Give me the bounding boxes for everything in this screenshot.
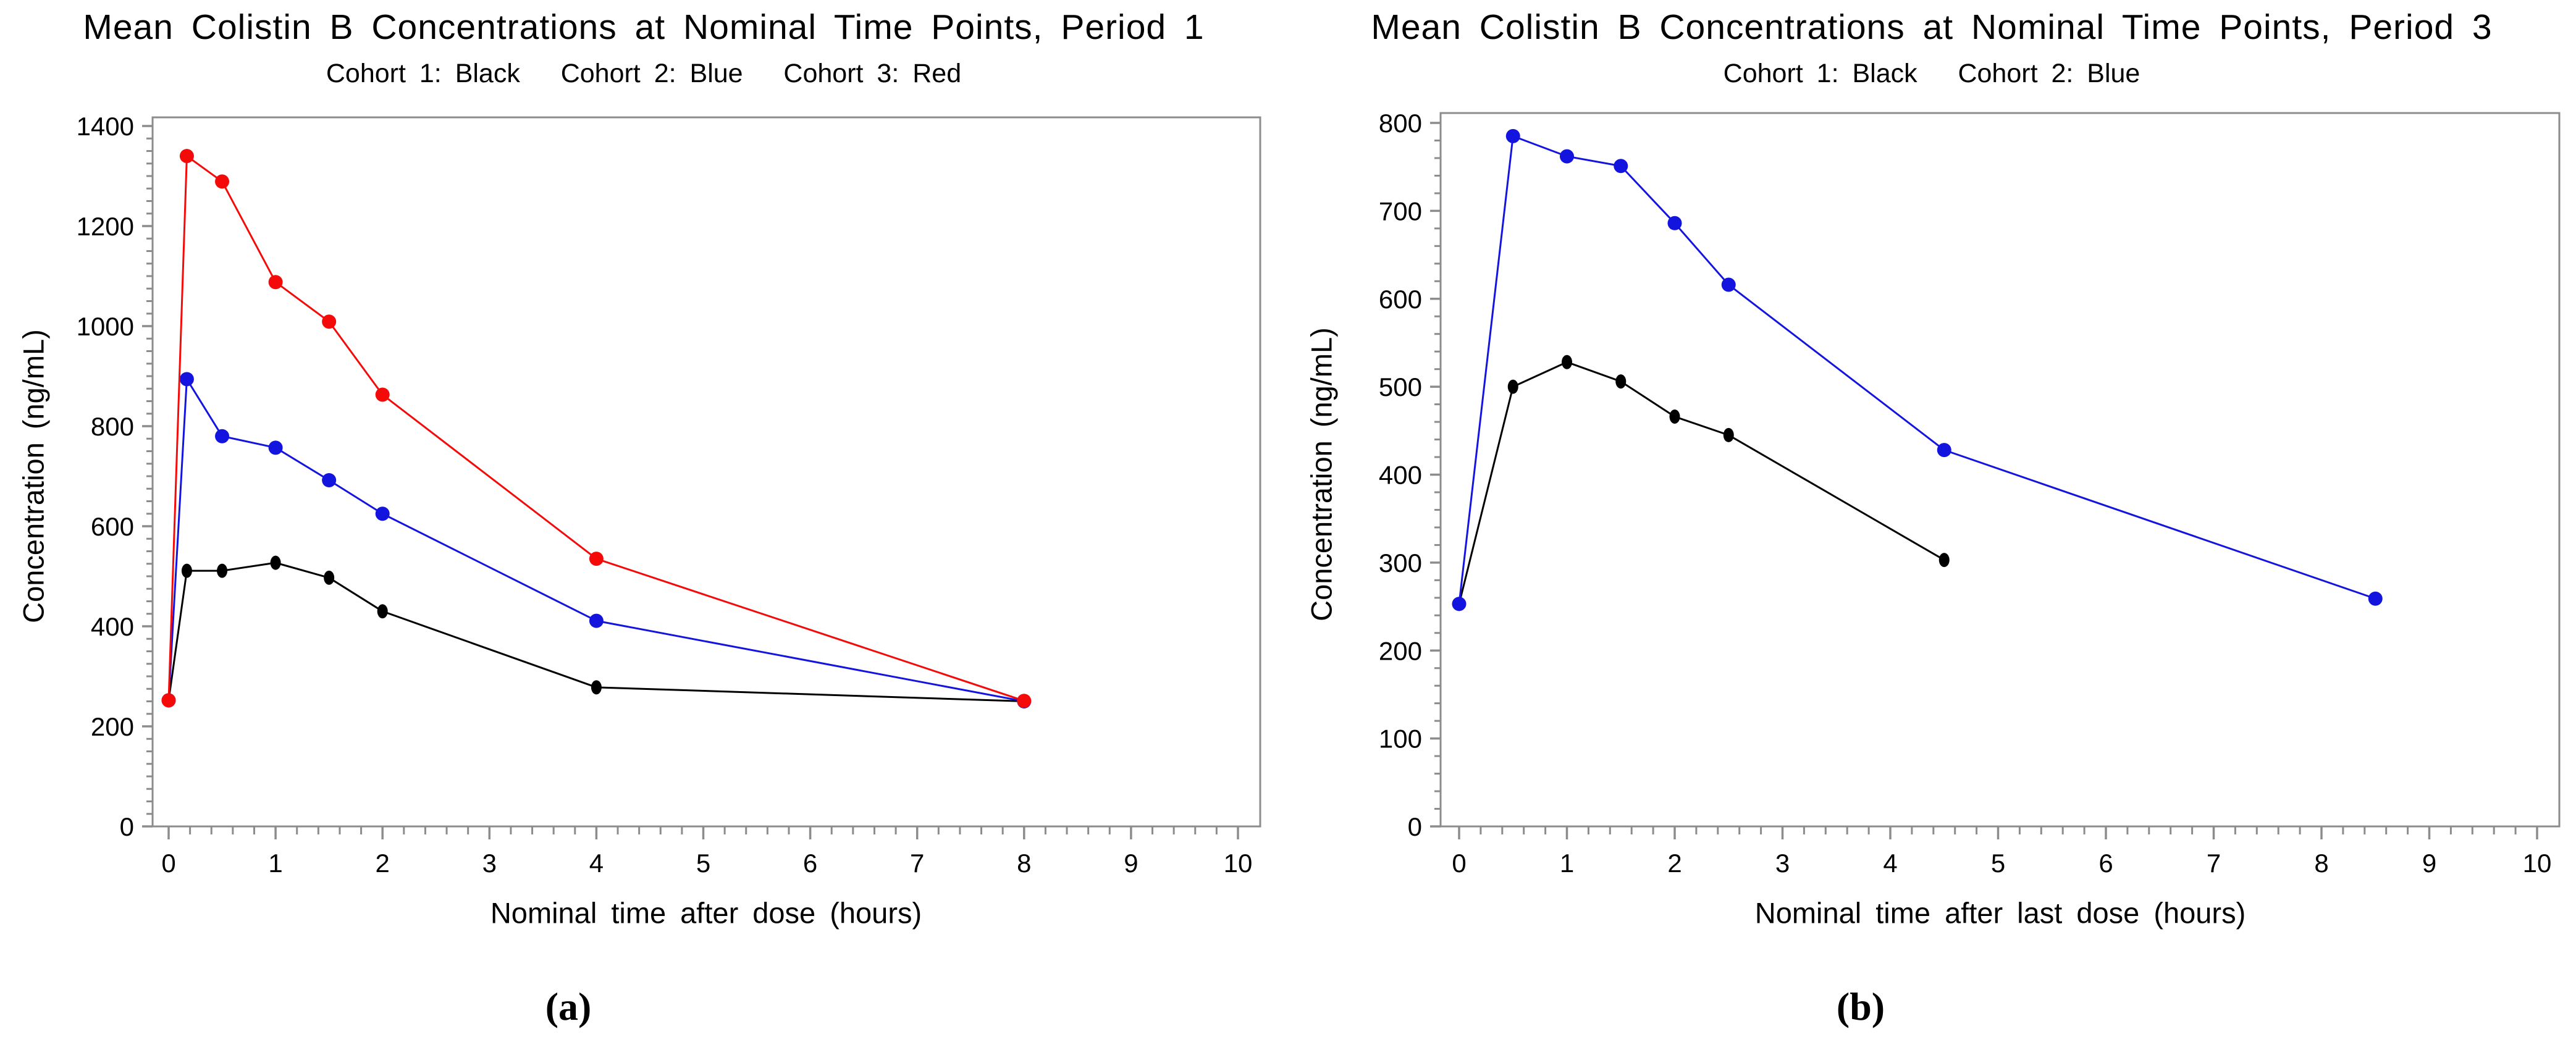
series-line-cohort-2 <box>1458 135 2376 605</box>
data-point-cohort-2 <box>2368 591 2383 606</box>
data-point-cohort-3 <box>179 149 194 164</box>
panel-b-y-axis-label: Concentration (ng/mL) <box>1305 327 1338 621</box>
x-tick-label: 8 <box>1017 849 1031 878</box>
data-point-cohort-1 <box>1723 427 1734 442</box>
x-tick-label: 9 <box>2422 849 2436 878</box>
panel-b-x-axis-label: Nominal time after last dose (hours) <box>1754 896 2246 930</box>
panel-b-subtitle: Cohort 1: Black Cohort 2: Blue <box>1723 59 2140 88</box>
x-tick-label: 5 <box>696 849 710 878</box>
panel-b-caption: (b) <box>1836 985 1885 1028</box>
series-line-cohort-1 <box>1458 361 1945 605</box>
y-tick-label: 400 <box>1379 461 1422 490</box>
y-tick-label: 600 <box>91 512 134 541</box>
panel-a-y-axis-label: Concentration (ng/mL) <box>17 329 50 623</box>
panel-a-title: Mean Colistin B Concentrations at Nomina… <box>83 7 1205 47</box>
x-tick-label: 2 <box>1667 849 1682 878</box>
panel-a-subtitle: Cohort 1: Black Cohort 2: Blue Cohort 3:… <box>326 59 962 88</box>
data-point-cohort-1 <box>591 680 602 695</box>
data-point-cohort-1 <box>270 555 281 570</box>
data-point-cohort-1 <box>1669 410 1680 424</box>
y-tick-label: 500 <box>1379 372 1422 401</box>
y-tick-label: 800 <box>91 412 134 441</box>
data-point-cohort-3 <box>375 387 390 402</box>
data-point-cohort-2 <box>375 506 390 521</box>
x-tick-label: 1 <box>1560 849 1574 878</box>
data-point-cohort-1 <box>1562 355 1572 369</box>
x-tick-label: 6 <box>2098 849 2113 878</box>
data-point-cohort-2 <box>1614 159 1628 174</box>
x-tick-label: 6 <box>803 849 817 878</box>
data-point-cohort-2 <box>589 613 604 628</box>
plot-frame <box>151 116 1261 828</box>
x-tick-label: 0 <box>1452 849 1466 878</box>
data-point-cohort-3 <box>161 693 176 708</box>
data-point-cohort-3 <box>268 275 283 290</box>
x-tick-label: 5 <box>1991 849 2005 878</box>
data-point-cohort-1 <box>1615 374 1627 389</box>
y-tick-label: 300 <box>1379 548 1422 578</box>
series-line-cohort-2 <box>167 378 1025 702</box>
x-tick-label: 3 <box>482 849 497 878</box>
data-point-cohort-2 <box>322 472 337 487</box>
data-point-cohort-2 <box>268 440 283 455</box>
data-point-cohort-3 <box>322 314 337 329</box>
x-tick-label: 10 <box>2523 849 2552 878</box>
data-point-cohort-1 <box>1507 379 1518 394</box>
y-tick-label: 0 <box>120 812 134 841</box>
data-point-cohort-1 <box>377 604 388 619</box>
x-tick-label: 7 <box>910 849 924 878</box>
x-tick-label: 1 <box>268 849 282 878</box>
x-tick-label: 8 <box>2314 849 2328 878</box>
plot-frame <box>1439 112 2561 828</box>
y-tick-label: 700 <box>1379 196 1422 225</box>
x-tick-label: 10 <box>1224 849 1253 878</box>
y-tick-label: 1400 <box>77 112 134 141</box>
series-line-cohort-3 <box>167 155 1025 702</box>
y-tick-label: 100 <box>1379 724 1422 754</box>
x-tick-label: 4 <box>589 849 604 878</box>
y-tick-label: 1000 <box>77 312 134 341</box>
data-point-cohort-2 <box>1452 597 1467 611</box>
data-point-cohort-2 <box>1505 128 1520 143</box>
data-point-cohort-2 <box>1937 443 1951 458</box>
panel-a-caption: (a) <box>545 985 592 1028</box>
data-point-cohort-1 <box>324 570 335 585</box>
data-point-cohort-2 <box>215 429 230 443</box>
x-tick-label: 4 <box>1883 849 1897 878</box>
data-point-cohort-1 <box>217 563 228 578</box>
y-tick-label: 200 <box>1379 636 1422 665</box>
y-tick-label: 200 <box>91 712 134 741</box>
data-point-cohort-1 <box>181 563 192 578</box>
data-point-cohort-2 <box>179 372 194 387</box>
data-point-cohort-2 <box>1667 216 1682 230</box>
x-tick-label: 7 <box>2207 849 2221 878</box>
y-tick-label: 800 <box>1379 109 1422 138</box>
y-tick-label: 600 <box>1379 285 1422 314</box>
series-line-cohort-1 <box>167 561 1025 702</box>
y-tick-label: 1200 <box>77 212 134 241</box>
data-point-cohort-3 <box>1017 694 1032 708</box>
data-point-cohort-2 <box>1721 277 1736 292</box>
x-tick-label: 9 <box>1124 849 1138 878</box>
data-point-cohort-1 <box>1938 553 1950 568</box>
y-tick-label: 400 <box>91 612 134 641</box>
x-tick-label: 3 <box>1775 849 1790 878</box>
data-point-cohort-3 <box>215 174 230 189</box>
panel-b-title: Mean Colistin B Concentrations at Nomina… <box>1371 7 2493 47</box>
data-point-cohort-3 <box>589 552 604 566</box>
y-tick-label: 0 <box>1408 812 1422 841</box>
x-tick-label: 0 <box>161 849 175 878</box>
data-point-cohort-2 <box>1560 149 1574 164</box>
panel-a-x-axis-label: Nominal time after dose (hours) <box>490 896 922 930</box>
x-tick-label: 2 <box>376 849 390 878</box>
